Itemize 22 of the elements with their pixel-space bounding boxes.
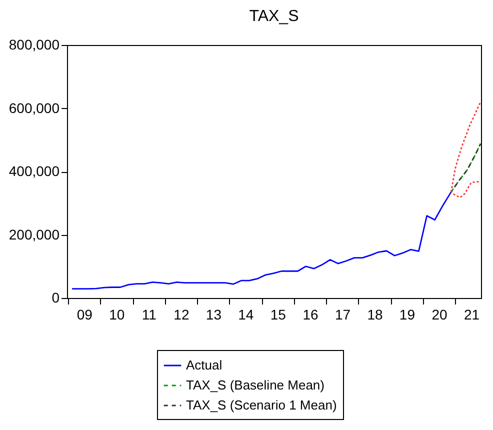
x-tick-label: 19: [399, 306, 416, 322]
x-tick-label: 11: [142, 306, 157, 322]
chart-title: TAX_S: [249, 8, 299, 25]
x-tick-label: 13: [206, 306, 222, 322]
x-tick-label: 15: [270, 306, 286, 322]
legend-label: Actual: [186, 358, 222, 372]
legend-label: TAX_S (Baseline Mean): [186, 378, 324, 392]
x-tick-label: 21: [464, 306, 480, 322]
y-tick-label: 800,000: [8, 36, 60, 52]
x-tick-label: 18: [367, 306, 383, 322]
x-tick-label: 20: [432, 306, 448, 322]
y-tick-label: 600,000: [8, 100, 60, 116]
y-tick-label: 200,000: [8, 226, 60, 242]
y-tick-label: 400,000: [8, 163, 60, 179]
x-tick-label: 12: [174, 306, 190, 322]
x-tick-label: 17: [334, 306, 351, 322]
y-tick-label: 0: [52, 290, 60, 306]
x-tick-label: 09: [76, 306, 93, 322]
x-tick-label: 14: [238, 306, 254, 322]
legend-label: TAX_S (Scenario 1 Mean): [186, 398, 337, 412]
x-tick-label: 16: [302, 306, 318, 322]
x-tick-label: 10: [109, 306, 125, 322]
